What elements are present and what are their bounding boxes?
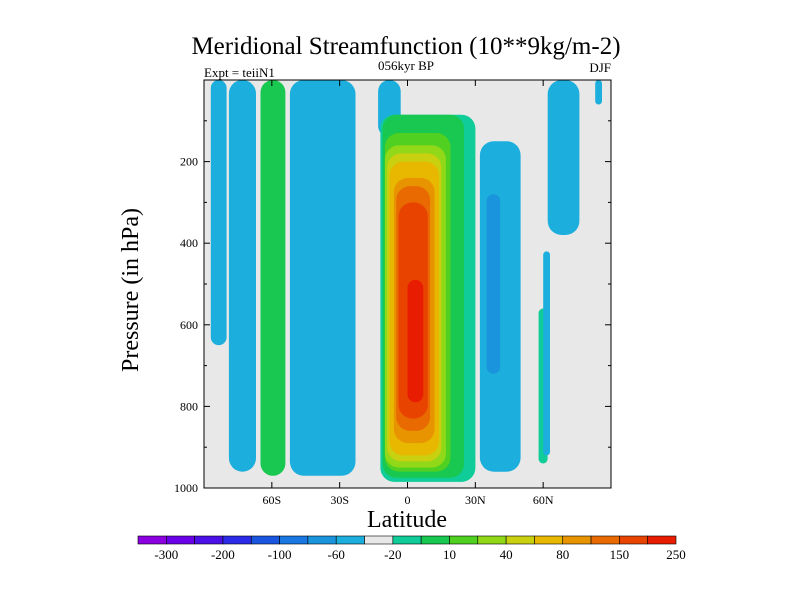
contour-upper-north-negative-tongue <box>547 80 580 235</box>
colorbar-swatch <box>307 535 337 545</box>
y-tick-label: 800 <box>180 399 198 413</box>
x-tick-label: 30N <box>465 493 486 507</box>
time-label: 056kyr BP <box>378 58 434 73</box>
colorbar-swatch <box>222 535 252 545</box>
y-tick-label: 600 <box>180 318 198 332</box>
y-tick-label: 1000 <box>174 481 198 495</box>
colorbar-label: 150 <box>610 547 630 562</box>
x-axis-label: Latitude <box>367 507 447 533</box>
colorbar-swatch <box>619 535 648 545</box>
colorbar-swatch <box>166 535 195 545</box>
colorbar-swatch <box>364 535 394 545</box>
experiment-label: Expt = teiiN1 <box>204 65 275 80</box>
colorbar-swatch <box>392 535 422 545</box>
contour-regions <box>210 80 602 482</box>
colorbar-label: 10 <box>443 547 456 562</box>
contour-midlat-negative-cell <box>289 80 356 476</box>
colorbar-swatch <box>335 535 365 545</box>
colorbar-swatch <box>250 535 280 545</box>
contour-polar-negative-sliver <box>595 80 602 105</box>
colorbar-label: 40 <box>500 547 513 562</box>
x-tick-label: 0 <box>405 493 411 507</box>
season-label: DJF <box>589 60 611 75</box>
colorbar-swatch <box>279 535 309 545</box>
colorbar-label: 80 <box>556 547 569 562</box>
colorbar-swatch <box>194 535 224 545</box>
colorbar-label: -100 <box>268 547 292 562</box>
colorbar-label: -300 <box>154 547 178 562</box>
colorbar-swatch <box>449 535 479 545</box>
contour-southern-negative-cell <box>228 80 256 472</box>
colorbar-label: 250 <box>666 547 686 562</box>
x-tick-label: 30S <box>330 493 349 507</box>
contour-southern-positive-cell <box>260 80 286 476</box>
colorbar-label: -60 <box>328 547 345 562</box>
y-tick-label: 200 <box>180 155 198 169</box>
x-tick-label: 60N <box>533 493 554 507</box>
plot-area: 60S 30S 0 30N 60N 200 400 600 800 1000 <box>174 79 612 507</box>
colorbar-labels: -300 -200 -100 -60 -20 10 40 80 150 250 <box>154 547 685 562</box>
contour-tropical-positive-cell-core <box>407 279 424 403</box>
colorbar-swatch <box>562 535 592 545</box>
colorbar <box>137 535 677 545</box>
colorbar-swatch <box>505 535 535 545</box>
y-axis-ticks: 200 400 600 800 1000 <box>174 120 611 495</box>
colorbar-label: -20 <box>384 547 401 562</box>
y-tick-label: 400 <box>180 236 198 250</box>
contour-northern-negative-cell <box>479 141 521 472</box>
contour-high-north-negative-sliver <box>543 251 550 456</box>
contour-far-south-negative-band <box>210 80 227 346</box>
colorbar-swatch <box>420 535 450 545</box>
y-axis-label: Pressure (in hPa) <box>118 208 144 372</box>
contour-northern-negative-core <box>486 194 501 374</box>
colorbar-swatch <box>590 535 620 545</box>
x-tick-label: 60S <box>262 493 281 507</box>
x-axis-ticks: 60S 30S 0 30N 60N <box>262 80 554 507</box>
colorbar-label: -200 <box>211 547 235 562</box>
colorbar-swatch <box>647 535 677 545</box>
colorbar-swatch <box>137 535 167 545</box>
colorbar-swatch <box>534 535 564 545</box>
chart-title: Meridional Streamfunction (10**9kg/m-2) <box>191 33 620 60</box>
colorbar-swatch <box>477 535 507 545</box>
